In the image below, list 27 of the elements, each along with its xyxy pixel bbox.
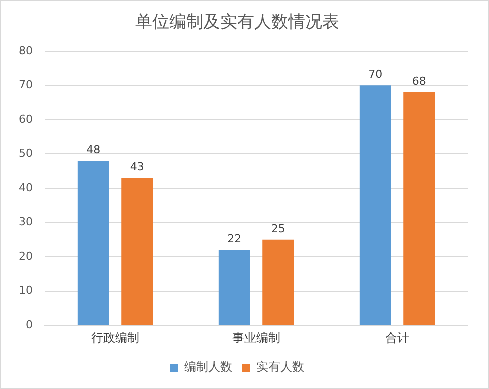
data-label: 22 xyxy=(228,232,242,246)
data-label: 70 xyxy=(368,68,383,82)
bar xyxy=(360,86,392,326)
y-tick-label: 50 xyxy=(18,147,33,160)
x-tick-label: 行政编制 xyxy=(92,330,140,345)
chart-title: 单位编制及实有人数情况表 xyxy=(136,12,340,33)
x-tick-label: 事业编制 xyxy=(232,330,280,345)
data-label: 43 xyxy=(130,160,144,174)
bar xyxy=(404,92,436,326)
bar xyxy=(262,240,294,326)
y-tick-label: 10 xyxy=(18,284,33,298)
bar xyxy=(78,161,110,326)
legend-label: 编制人数 xyxy=(184,360,232,374)
bar xyxy=(218,250,250,326)
y-tick-label: 30 xyxy=(18,216,33,229)
bar xyxy=(122,178,154,326)
x-tick-label: 合计 xyxy=(386,330,410,345)
data-label: 48 xyxy=(86,143,101,156)
y-tick-label: 0 xyxy=(26,318,33,332)
y-tick-label: 80 xyxy=(18,44,33,58)
data-label: 68 xyxy=(412,74,426,88)
legend-label: 实有人数 xyxy=(256,360,304,374)
y-tick-label: 20 xyxy=(18,250,33,263)
y-tick-label: 70 xyxy=(18,78,33,92)
y-tick-label: 40 xyxy=(18,181,33,194)
y-tick-label: 60 xyxy=(18,112,33,126)
data-label: 25 xyxy=(271,222,286,236)
